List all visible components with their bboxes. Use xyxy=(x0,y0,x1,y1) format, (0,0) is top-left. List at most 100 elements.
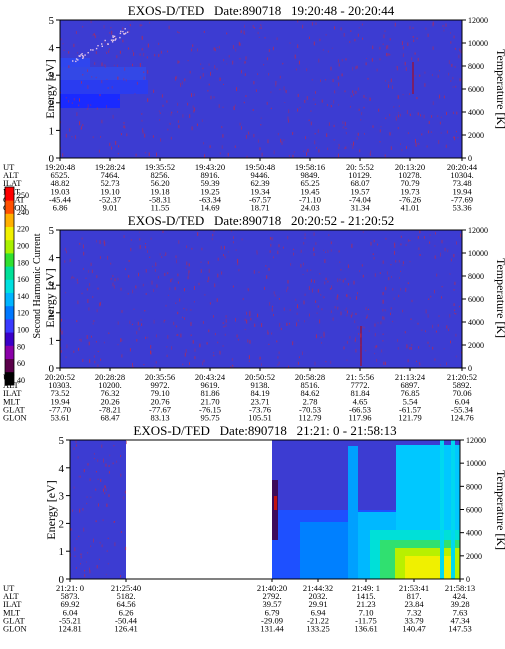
speckle-dot xyxy=(334,26,336,30)
colorbar-ticks: 40 60 80 100 120 140 160 180 200 220 240 250 xyxy=(17,191,29,385)
speckle-dot xyxy=(113,285,115,289)
speckle-dot xyxy=(357,33,359,37)
speckle-dot xyxy=(313,247,315,252)
speckle-dot xyxy=(92,34,94,37)
speckle-dot xyxy=(189,70,191,74)
speckle-dot xyxy=(143,76,145,80)
speckle-dot xyxy=(287,116,289,120)
speckle-dot xyxy=(435,232,436,235)
speckle-dot xyxy=(78,104,80,107)
speckle-dot xyxy=(388,277,390,281)
speckle-dot xyxy=(177,273,179,277)
speckle-dot xyxy=(158,42,160,45)
ephemeris-cell: 73.52 xyxy=(50,388,69,398)
speckle-dot xyxy=(455,333,457,337)
speckle-dot xyxy=(238,269,240,272)
speckle-dot xyxy=(443,95,445,99)
speckle-dot xyxy=(355,348,357,353)
speckle-dot xyxy=(221,271,223,275)
ephemeris-cell: 21:53:41 xyxy=(399,583,429,593)
speckle-dot xyxy=(236,334,238,338)
speckle-dot xyxy=(218,45,220,49)
speckle-dot xyxy=(125,32,127,34)
speckle-dot xyxy=(247,287,249,291)
speckle-dot xyxy=(142,128,143,132)
speckle-dot xyxy=(328,234,330,236)
ephemeris-cell: -77.67 xyxy=(149,404,171,414)
speckle-dot xyxy=(166,346,168,348)
speckle-dot xyxy=(389,132,391,136)
speckle-dot xyxy=(201,247,203,251)
ephemeris-row-label: ILAT xyxy=(3,388,22,398)
speckle-dot xyxy=(277,364,279,366)
speckle-dot xyxy=(73,350,75,353)
ephemeris-cell: -45.44 xyxy=(49,194,72,204)
speckle-dot xyxy=(258,36,260,38)
speckle-dot xyxy=(141,113,143,115)
ytick-label: 0 xyxy=(49,363,55,375)
speckle-dot xyxy=(150,345,152,349)
speckle-dot xyxy=(86,335,88,339)
ephemeris-cell: 8916. xyxy=(200,170,219,180)
colorbar-swatch xyxy=(5,292,14,307)
speckle-dot xyxy=(405,244,407,246)
speckle-dot xyxy=(397,127,399,130)
panel-1: EXOS-D/TED Date:890718 19:20:48 - 20:20:… xyxy=(3,3,505,213)
speckle-dot xyxy=(326,104,328,107)
speckle-dot xyxy=(260,124,262,126)
ephemeris-cell: -63.34 xyxy=(199,194,222,204)
speckle-dot xyxy=(330,310,332,314)
speckle-dot xyxy=(400,288,402,291)
ephemeris-cell: -55.34 xyxy=(451,404,474,414)
speckle-dot xyxy=(327,147,329,151)
speckle-dot xyxy=(151,280,153,285)
speckle-dot xyxy=(346,294,348,298)
speckle-dot xyxy=(414,52,416,55)
speckle-dot xyxy=(103,25,105,29)
speckle-dot xyxy=(333,99,335,104)
speckle-dot xyxy=(303,150,305,153)
colorbar-tick-label: 240 xyxy=(17,208,29,217)
speckle-dot xyxy=(253,270,255,274)
speckle-dot xyxy=(105,485,106,489)
speckle-dot xyxy=(71,275,73,278)
speckle-dot xyxy=(87,85,89,89)
speckle-dot xyxy=(75,60,77,63)
speckle-dot xyxy=(235,249,237,251)
speckle-dot xyxy=(298,356,300,359)
speckle-dot xyxy=(199,76,201,79)
speckle-dot xyxy=(415,142,417,147)
speckle-dot xyxy=(71,276,72,280)
ephemeris-cell: 147.53 xyxy=(448,624,471,634)
ephemeris-row-label: GLON xyxy=(3,203,27,213)
speckle-dot xyxy=(155,361,157,364)
ephemeris-cell: 7.32 xyxy=(407,607,422,617)
speckle-dot xyxy=(369,152,371,156)
speckle-dot xyxy=(136,81,138,85)
ephemeris-cell: 9446. xyxy=(250,170,269,180)
speckle-dot xyxy=(411,299,413,303)
speckle-dot xyxy=(220,245,222,250)
speckle-dot xyxy=(416,97,418,99)
ephemeris-cell: -50.44 xyxy=(115,615,138,625)
speckle-dot xyxy=(346,341,348,344)
speckle-dot xyxy=(337,278,339,282)
speckle-dot xyxy=(152,135,154,138)
speckle-dot xyxy=(349,41,351,43)
speckle-dot xyxy=(254,323,256,327)
speckle-dot xyxy=(376,68,378,72)
speckle-dot xyxy=(158,53,160,57)
speckle-dot xyxy=(406,146,407,149)
speckle-dot xyxy=(304,237,306,239)
speckle-dot xyxy=(108,332,110,334)
speckle-dot xyxy=(194,356,196,360)
speckle-dot xyxy=(182,316,183,318)
speckle-dot xyxy=(390,264,392,266)
speckle-dot xyxy=(352,145,354,149)
speckle-dot xyxy=(273,256,274,259)
speckle-dot xyxy=(313,232,315,236)
speckle-dot xyxy=(257,73,259,75)
speckle-dot xyxy=(376,345,378,348)
speckle-dot xyxy=(131,323,133,326)
speckle-dot xyxy=(333,124,335,128)
